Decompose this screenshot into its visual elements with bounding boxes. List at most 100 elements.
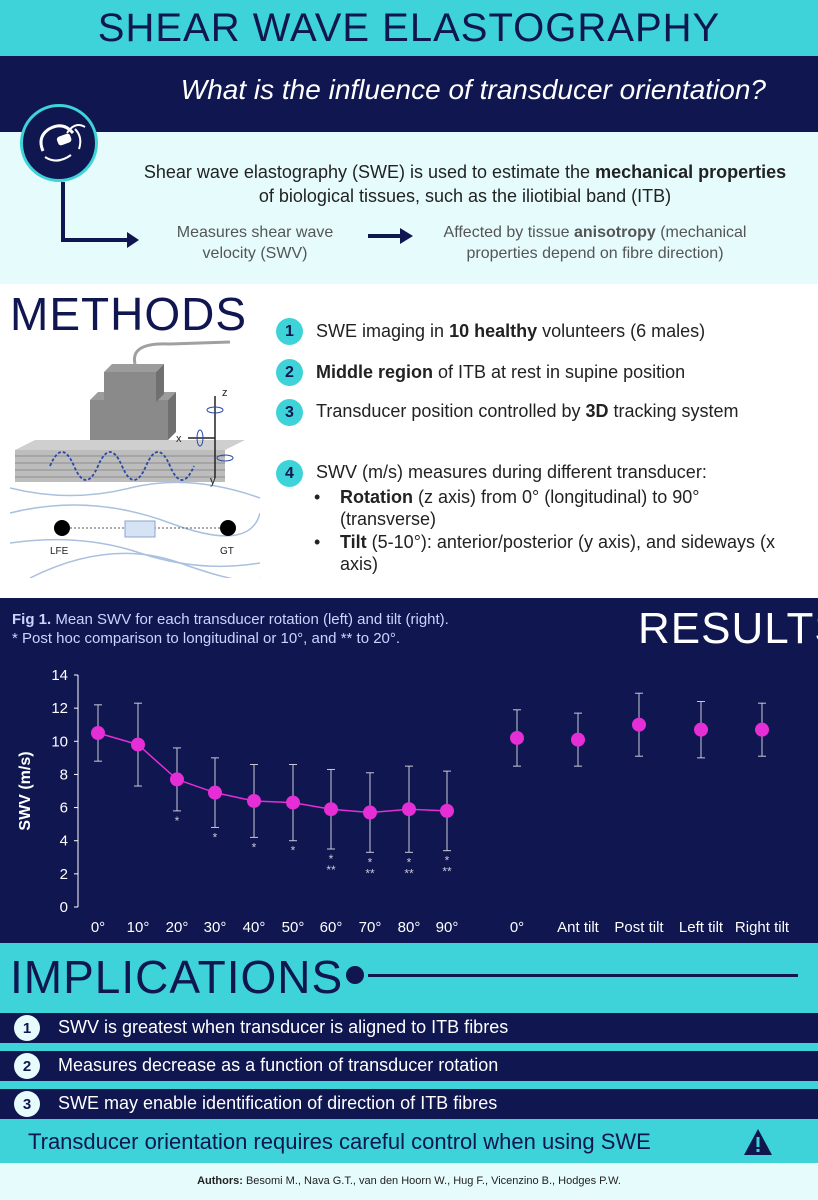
implication-item: 3 SWE may enable identification of direc… <box>0 1089 818 1119</box>
data-point <box>324 802 338 817</box>
anisotropy-text-part: Affected by tissue <box>443 224 574 241</box>
spacer <box>0 1119 818 1121</box>
data-point <box>247 793 261 808</box>
intro-text-bold: mechanical properties <box>595 162 787 182</box>
results-title: RESULTS <box>638 604 818 653</box>
figure-caption: Fig 1. Mean SWV for each transducer rota… <box>12 610 612 648</box>
x-tick-label: 70° <box>359 919 382 936</box>
significance-annotation: ** <box>404 866 414 880</box>
authors-label: Authors: <box>197 1175 243 1187</box>
x-tick-label: 60° <box>320 919 343 936</box>
x-tick-label: 80° <box>398 919 421 936</box>
connector-line <box>61 238 133 242</box>
significance-annotation: * <box>445 854 450 868</box>
step-number: 3 <box>276 399 303 426</box>
step-text-part: SWE imaging in <box>316 321 450 341</box>
data-point <box>571 732 585 747</box>
y-tick-label: 10 <box>51 733 68 750</box>
significance-annotation: * <box>175 814 180 828</box>
research-question: What is the influence of transducer orie… <box>180 74 766 105</box>
significance-annotation: * <box>291 844 296 858</box>
anisotropy-bold: anisotropy <box>573 224 656 241</box>
transducer-diagram: z x y LFE GT <box>10 340 260 578</box>
landmark-lfe-label: LFE <box>50 546 69 557</box>
data-point <box>632 717 646 732</box>
data-point <box>694 722 708 737</box>
implication-text: SWE may enable identification of directi… <box>58 1093 498 1113</box>
methods-title: METHODS <box>10 288 247 340</box>
y-tick-label: 6 <box>60 800 68 817</box>
x-tick-label: 20° <box>166 919 189 936</box>
spacer <box>0 1043 818 1051</box>
data-point <box>440 803 454 818</box>
x-tick-label: Right tilt <box>735 919 790 936</box>
significance-annotation: ** <box>365 866 375 880</box>
anisotropy-text-part: (mechanical properties depend on fibre d… <box>466 224 747 262</box>
divider-line <box>368 974 798 977</box>
data-point <box>170 772 184 787</box>
implication-number: 2 <box>14 1053 40 1079</box>
step-number: 2 <box>276 359 303 386</box>
axis-x-label: x <box>176 433 182 445</box>
authors-bar: Authors: Besomi M., Nava G.T., van den H… <box>0 1163 818 1200</box>
connector-line <box>61 182 65 240</box>
x-tick-label: 90° <box>436 919 459 936</box>
caption-text: Mean SWV for each transducer rotation (l… <box>51 611 449 628</box>
intro-panel <box>0 132 818 284</box>
title-bar: SHEAR WAVE ELASTOGRAPHY <box>0 0 818 58</box>
x-tick-label: Post tilt <box>614 919 664 936</box>
caption-label: Fig 1. <box>12 611 52 628</box>
step-number: 1 <box>276 318 303 345</box>
intro-text: Shear wave elastography (SWE) is used to… <box>140 160 790 208</box>
axis-z-label: z <box>222 387 228 399</box>
implications-title: IMPLICATIONS <box>10 951 344 1003</box>
conclusion-bar: Transducer orientation requires careful … <box>0 1121 818 1163</box>
data-point <box>131 737 145 752</box>
question-bar: What is the influence of transducer orie… <box>0 56 818 132</box>
x-tick-label: 50° <box>282 919 305 936</box>
bullet-text: (z axis) from 0° (longitudinal) to 90° (… <box>340 487 700 529</box>
conclusion-text: Transducer orientation requires careful … <box>28 1129 651 1154</box>
bullet-dot <box>346 966 364 984</box>
bullet-rotation: • Rotation (z axis) from 0° (longitudina… <box>314 487 700 529</box>
significance-annotation: * <box>329 852 334 866</box>
x-tick-label: 0° <box>510 919 524 936</box>
data-point <box>755 722 769 737</box>
x-tick-label: 40° <box>243 919 266 936</box>
x-tick-label: 30° <box>204 919 227 936</box>
significance-annotation: * <box>213 830 218 844</box>
data-point <box>402 802 416 817</box>
bullet-text: (5-10°): anterior/posterior (y axis), an… <box>340 532 776 574</box>
y-tick-label: 0 <box>60 899 68 916</box>
step-text: SWV (m/s) measures during different tran… <box>316 462 707 482</box>
data-point <box>208 785 222 800</box>
y-tick-label: 8 <box>60 766 68 783</box>
data-point <box>510 730 524 745</box>
arrow-right-icon <box>400 228 413 244</box>
series-line <box>97 732 448 814</box>
intro-text-part: of biological tissues, such as the iliot… <box>258 186 672 206</box>
implication-number: 1 <box>14 1015 40 1041</box>
y-tick-label: 14 <box>51 667 68 684</box>
arrow-line <box>368 234 404 238</box>
intro-text-part: Shear wave elastography (SWE) is used to… <box>143 162 596 182</box>
step-text-part: tracking system <box>608 401 739 421</box>
x-tick-label: 0° <box>91 919 105 936</box>
implication-number: 3 <box>14 1091 40 1117</box>
bullet-bold: Rotation <box>340 487 413 507</box>
bullet-bold: Tilt <box>340 532 367 552</box>
significance-annotation: * <box>368 855 373 869</box>
significance-annotation: * <box>252 840 257 854</box>
y-axis-label: SWV (m/s) <box>17 751 34 830</box>
warning-icon <box>744 1129 772 1155</box>
data-point <box>91 726 105 740</box>
implication-item: 1 SWV is greatest when transducer is ali… <box>0 1013 818 1043</box>
step-text-bold: Middle region <box>316 362 433 382</box>
implication-text: SWV is greatest when transducer is align… <box>58 1017 509 1037</box>
step-text-part: Transducer position controlled by <box>316 401 586 421</box>
step-text-part: volunteers (6 males) <box>537 321 706 341</box>
x-tick-label: Ant tilt <box>557 919 600 936</box>
y-tick-label: 2 <box>60 866 68 883</box>
step-text-part: of ITB at rest in supine position <box>433 362 686 382</box>
